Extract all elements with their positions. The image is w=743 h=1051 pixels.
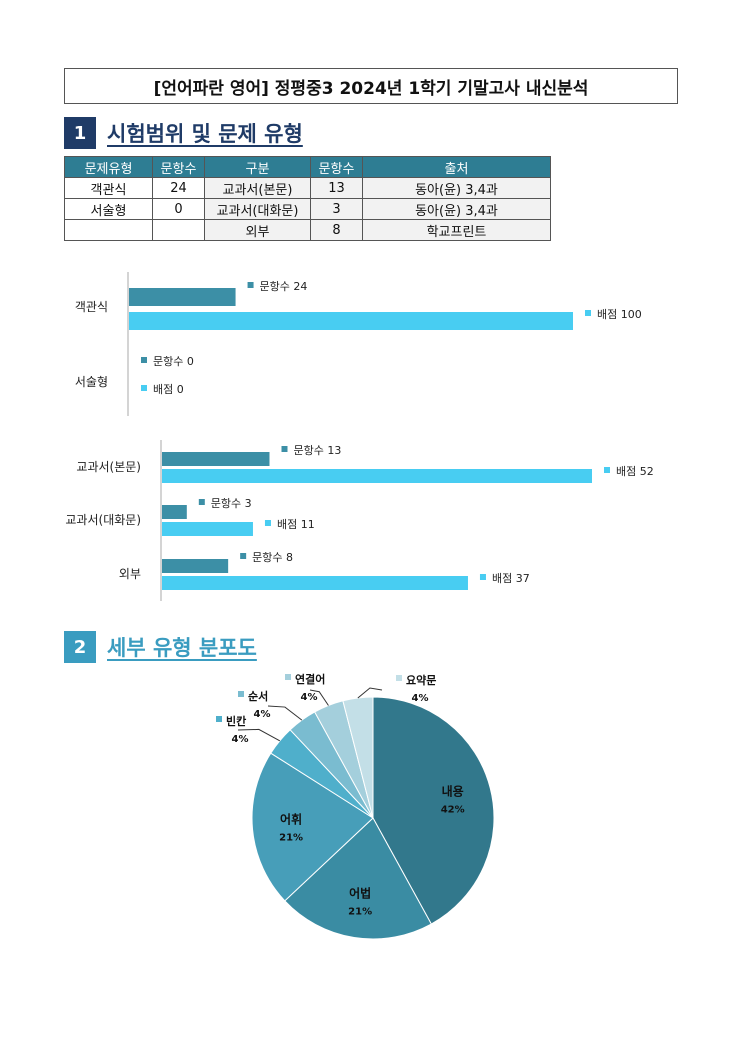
table-cell: 교과서(본문) <box>204 177 311 199</box>
leader-line <box>267 705 303 721</box>
legend-key <box>216 716 222 722</box>
slice-label: 어법 <box>349 885 371 900</box>
data-label: 배점 52 <box>616 465 654 478</box>
column-header: 문제유형 <box>64 156 153 178</box>
section-1-heading: 1 시험범위 및 문제 유형 <box>64 117 303 149</box>
bar <box>162 505 187 519</box>
table-cell: 8 <box>310 219 363 241</box>
data-label: 배점 11 <box>277 518 315 531</box>
pie-slice <box>372 696 495 925</box>
table-cell: 학교프린트 <box>362 219 551 241</box>
table-cell: 동아(윤) 3,4과 <box>362 198 551 220</box>
slice-label: 연결어 <box>295 672 325 686</box>
category-label: 객관식 <box>75 300 108 314</box>
data-label: 문항수 3 <box>211 497 252 510</box>
slice-percent: 21% <box>279 833 303 844</box>
bar <box>129 312 573 330</box>
legend-key <box>247 282 254 288</box>
slice-percent: 42% <box>441 805 465 816</box>
pie-slice <box>251 752 374 902</box>
leader-line <box>237 728 281 742</box>
leader-line <box>357 687 383 699</box>
legend-key <box>285 674 291 680</box>
column-header: 문항수 <box>310 156 363 178</box>
slice-label: 빈칸 <box>226 714 246 728</box>
data-label: 배점 37 <box>492 572 530 585</box>
data-label: 배점 0 <box>153 383 184 396</box>
bar <box>162 576 468 590</box>
legend-key <box>264 520 271 526</box>
section-2-heading: 2 세부 유형 분포도 <box>64 631 257 663</box>
table-cell: 동아(윤) 3,4과 <box>362 177 551 199</box>
slice-label: 어휘 <box>280 812 302 827</box>
legend-key <box>396 675 402 681</box>
legend-key <box>240 553 247 559</box>
column-header: 문항수 <box>152 156 205 178</box>
legend-key <box>479 574 486 580</box>
slice-label: 요약문 <box>406 673 436 687</box>
slice-percent: 4% <box>412 693 429 704</box>
bar <box>162 522 253 536</box>
legend-key <box>141 357 147 363</box>
section-label: 세부 유형 분포도 <box>107 636 257 660</box>
table-cell: 교과서(대화문) <box>204 198 311 220</box>
data-label: 배점 100 <box>597 308 642 321</box>
legend-key <box>281 446 288 452</box>
slice-percent: 4% <box>232 734 249 745</box>
slice-percent: 4% <box>254 709 271 720</box>
category-label: 교과서(대화문) <box>65 513 141 527</box>
column-header: 구분 <box>204 156 311 178</box>
data-label: 문항수 8 <box>252 551 293 564</box>
data-label: 문항수 13 <box>294 444 342 457</box>
bar <box>129 288 236 306</box>
legend-key <box>585 310 591 316</box>
slice-label: 내용 <box>442 784 464 799</box>
legend-key <box>141 385 147 391</box>
slice-label: 순서 <box>248 689 268 703</box>
bar <box>162 469 592 483</box>
data-label: 문항수 0 <box>153 355 194 368</box>
table-row: 객관식 24 교과서(본문) 13 동아(윤) 3,4과 <box>64 177 551 199</box>
slice-percent: 4% <box>301 692 318 703</box>
slice-percent: 21% <box>348 906 372 917</box>
legend-key <box>604 467 610 473</box>
section-label: 시험범위 및 문제 유형 <box>107 122 303 146</box>
bar <box>162 452 270 466</box>
legend-key <box>238 691 244 697</box>
data-label: 문항수 24 <box>260 280 308 293</box>
category-label: 교과서(본문) <box>76 460 141 474</box>
legend-key <box>198 499 205 505</box>
table-row: 외부 8 학교프린트 <box>64 219 551 241</box>
category-label: 외부 <box>119 567 141 581</box>
exam-scope-table: 문제유형 문항수 구분 문항수 출처 객관식 24 교과서(본문) 13 동아(… <box>64 156 551 241</box>
section-number: 1 <box>64 117 96 149</box>
pie-slice <box>284 817 432 940</box>
section-number: 2 <box>64 631 96 663</box>
category-label: 서술형 <box>75 375 108 389</box>
leader-line <box>309 689 329 706</box>
page-title: [언어파란 영어] 정평중3 2024년 1학기 기말고사 내신분석 <box>64 68 678 104</box>
bar <box>162 559 229 573</box>
table-header-row: 문제유형 문항수 구분 문항수 출처 <box>64 156 551 178</box>
table-cell: 외부 <box>204 219 311 241</box>
column-header: 출처 <box>362 156 551 178</box>
table-row: 서술형 0 교과서(대화문) 3 동아(윤) 3,4과 <box>64 198 551 220</box>
